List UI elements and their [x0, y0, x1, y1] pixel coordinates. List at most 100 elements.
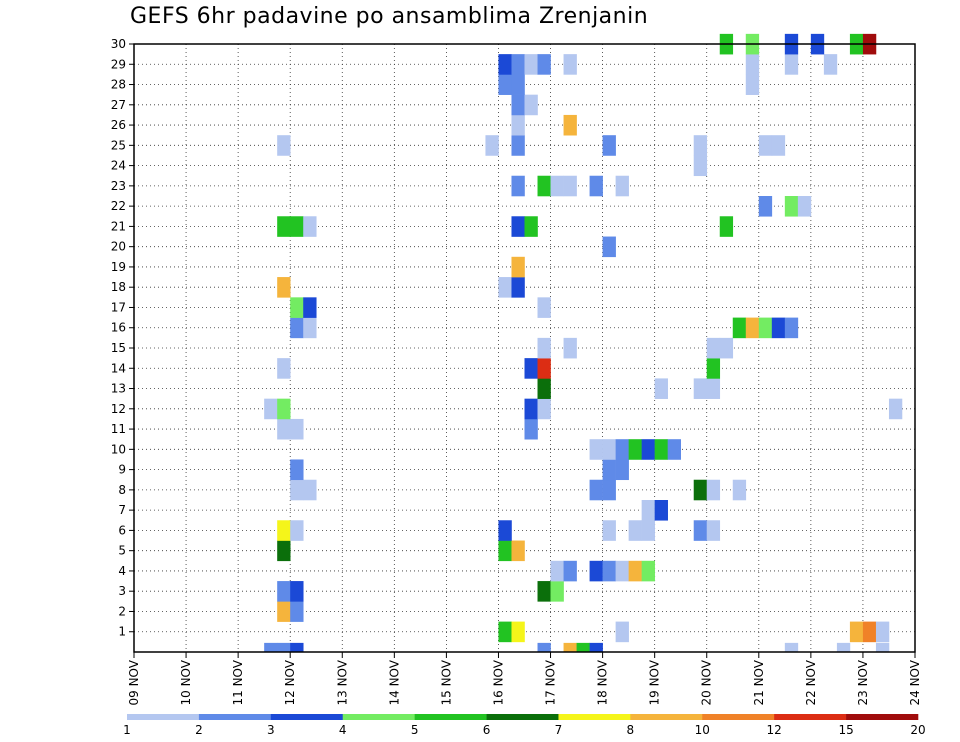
y-tick-label: 28 — [111, 78, 126, 92]
precip-cell — [290, 317, 304, 339]
precip-cell — [576, 642, 590, 653]
precip-cell — [641, 439, 655, 460]
precip-cell — [615, 439, 629, 460]
precip-cell — [797, 196, 812, 217]
precip-cell — [537, 175, 551, 197]
precip-cell — [693, 155, 708, 177]
x-tick-label: 24 NOV — [908, 659, 922, 705]
precip-cell — [511, 216, 525, 237]
precip-cell — [290, 642, 304, 653]
x-tick-label: 10 NOV — [179, 659, 193, 705]
precip-cell — [511, 114, 525, 136]
y-tick-label: 11 — [111, 422, 126, 436]
precip-cell — [602, 439, 616, 460]
precip-cell — [654, 378, 668, 399]
x-tick-label: 23 NOV — [856, 659, 870, 705]
precip-cell — [511, 135, 525, 156]
colorbar-swatch — [414, 714, 487, 720]
precip-cell — [875, 621, 890, 643]
precip-cell — [537, 358, 551, 379]
precip-cell — [277, 277, 291, 298]
precip-cell — [641, 560, 655, 582]
precip-cell — [862, 621, 877, 643]
precip-cell — [615, 560, 629, 582]
y-tick-label: 14 — [111, 361, 126, 375]
precip-cell — [303, 479, 317, 501]
precip-cell — [537, 642, 551, 653]
precip-cell — [563, 642, 577, 653]
y-tick-label: 9 — [118, 463, 126, 477]
precip-cell — [290, 479, 304, 501]
y-tick-label: 10 — [111, 442, 126, 456]
precip-cell — [563, 175, 577, 197]
precip-cell — [771, 135, 786, 156]
colorbar-swatch — [630, 714, 703, 720]
colorbar: 1 2 3 4 5 6 7 8 10 12 15 20 — [123, 714, 926, 737]
precip-cell — [784, 317, 799, 339]
x-tick-label: 18 NOV — [596, 659, 610, 705]
precip-cell — [615, 621, 629, 643]
precip-cell — [719, 216, 734, 237]
precip-cell — [758, 135, 773, 156]
y-tick-label: 7 — [118, 503, 126, 517]
colorbar-swatch — [846, 714, 919, 720]
precip-cell — [277, 216, 291, 237]
precip-cell — [524, 54, 538, 75]
y-tick-label: 1 — [118, 625, 126, 639]
y-tick-label: 13 — [111, 382, 126, 396]
precip-cell — [550, 581, 564, 602]
precip-cell — [784, 196, 799, 217]
precip-cell — [706, 520, 721, 541]
precip-cell — [589, 175, 603, 197]
precip-cell — [511, 175, 525, 197]
x-tick-label: 09 NOV — [127, 659, 141, 705]
precip-cell — [784, 54, 799, 75]
precip-cell — [537, 398, 551, 420]
x-tick-label: 20 NOV — [700, 659, 714, 705]
precip-cell — [277, 601, 291, 622]
colorbar-label: 10 — [695, 723, 710, 737]
x-tick-label: 15 NOV — [439, 659, 453, 705]
precip-cell — [290, 581, 304, 602]
x-tick-label: 21 NOV — [752, 659, 766, 705]
y-tick-label: 2 — [118, 604, 126, 618]
x-tick-label: 13 NOV — [335, 659, 349, 705]
colorbar-label: 12 — [767, 723, 782, 737]
y-tick-label: 8 — [118, 483, 126, 497]
colorbar-swatch — [270, 714, 344, 720]
colorbar-label: 15 — [838, 723, 853, 737]
colorbar-swatch — [558, 714, 631, 720]
precip-cell — [732, 317, 747, 339]
precip-cell — [511, 74, 525, 95]
x-tick-label: 14 NOV — [387, 659, 401, 705]
precip-cell — [758, 317, 773, 339]
y-tick-label: 5 — [118, 544, 126, 558]
precip-cell — [511, 94, 525, 116]
x-tick-label: 16 NOV — [491, 659, 505, 705]
precip-cell — [745, 54, 760, 75]
precip-cell — [602, 520, 616, 541]
precip-cell — [277, 418, 291, 440]
precip-cell — [589, 560, 603, 582]
precip-cell — [771, 317, 786, 339]
precip-cell — [563, 114, 577, 136]
colorbar-swatch — [198, 714, 272, 720]
y-tick-label: 23 — [111, 179, 126, 193]
precip-cell — [524, 94, 538, 116]
precip-cell — [589, 439, 603, 460]
precip-cell — [615, 175, 629, 197]
colorbar-label: 4 — [339, 723, 347, 737]
precip-cell — [537, 54, 551, 75]
precip-cell — [498, 277, 512, 298]
precip-cell — [784, 642, 799, 653]
colorbar-swatch — [486, 714, 559, 720]
x-tick-label: 22 NOV — [804, 659, 818, 705]
precip-cell — [511, 256, 525, 278]
precip-cell — [875, 642, 890, 653]
precip-cell — [563, 560, 577, 582]
precip-cell — [654, 439, 668, 460]
precip-cell — [498, 540, 512, 562]
colorbar-label: 3 — [267, 723, 275, 737]
precip-cell — [823, 54, 838, 75]
precip-cell — [264, 398, 278, 420]
